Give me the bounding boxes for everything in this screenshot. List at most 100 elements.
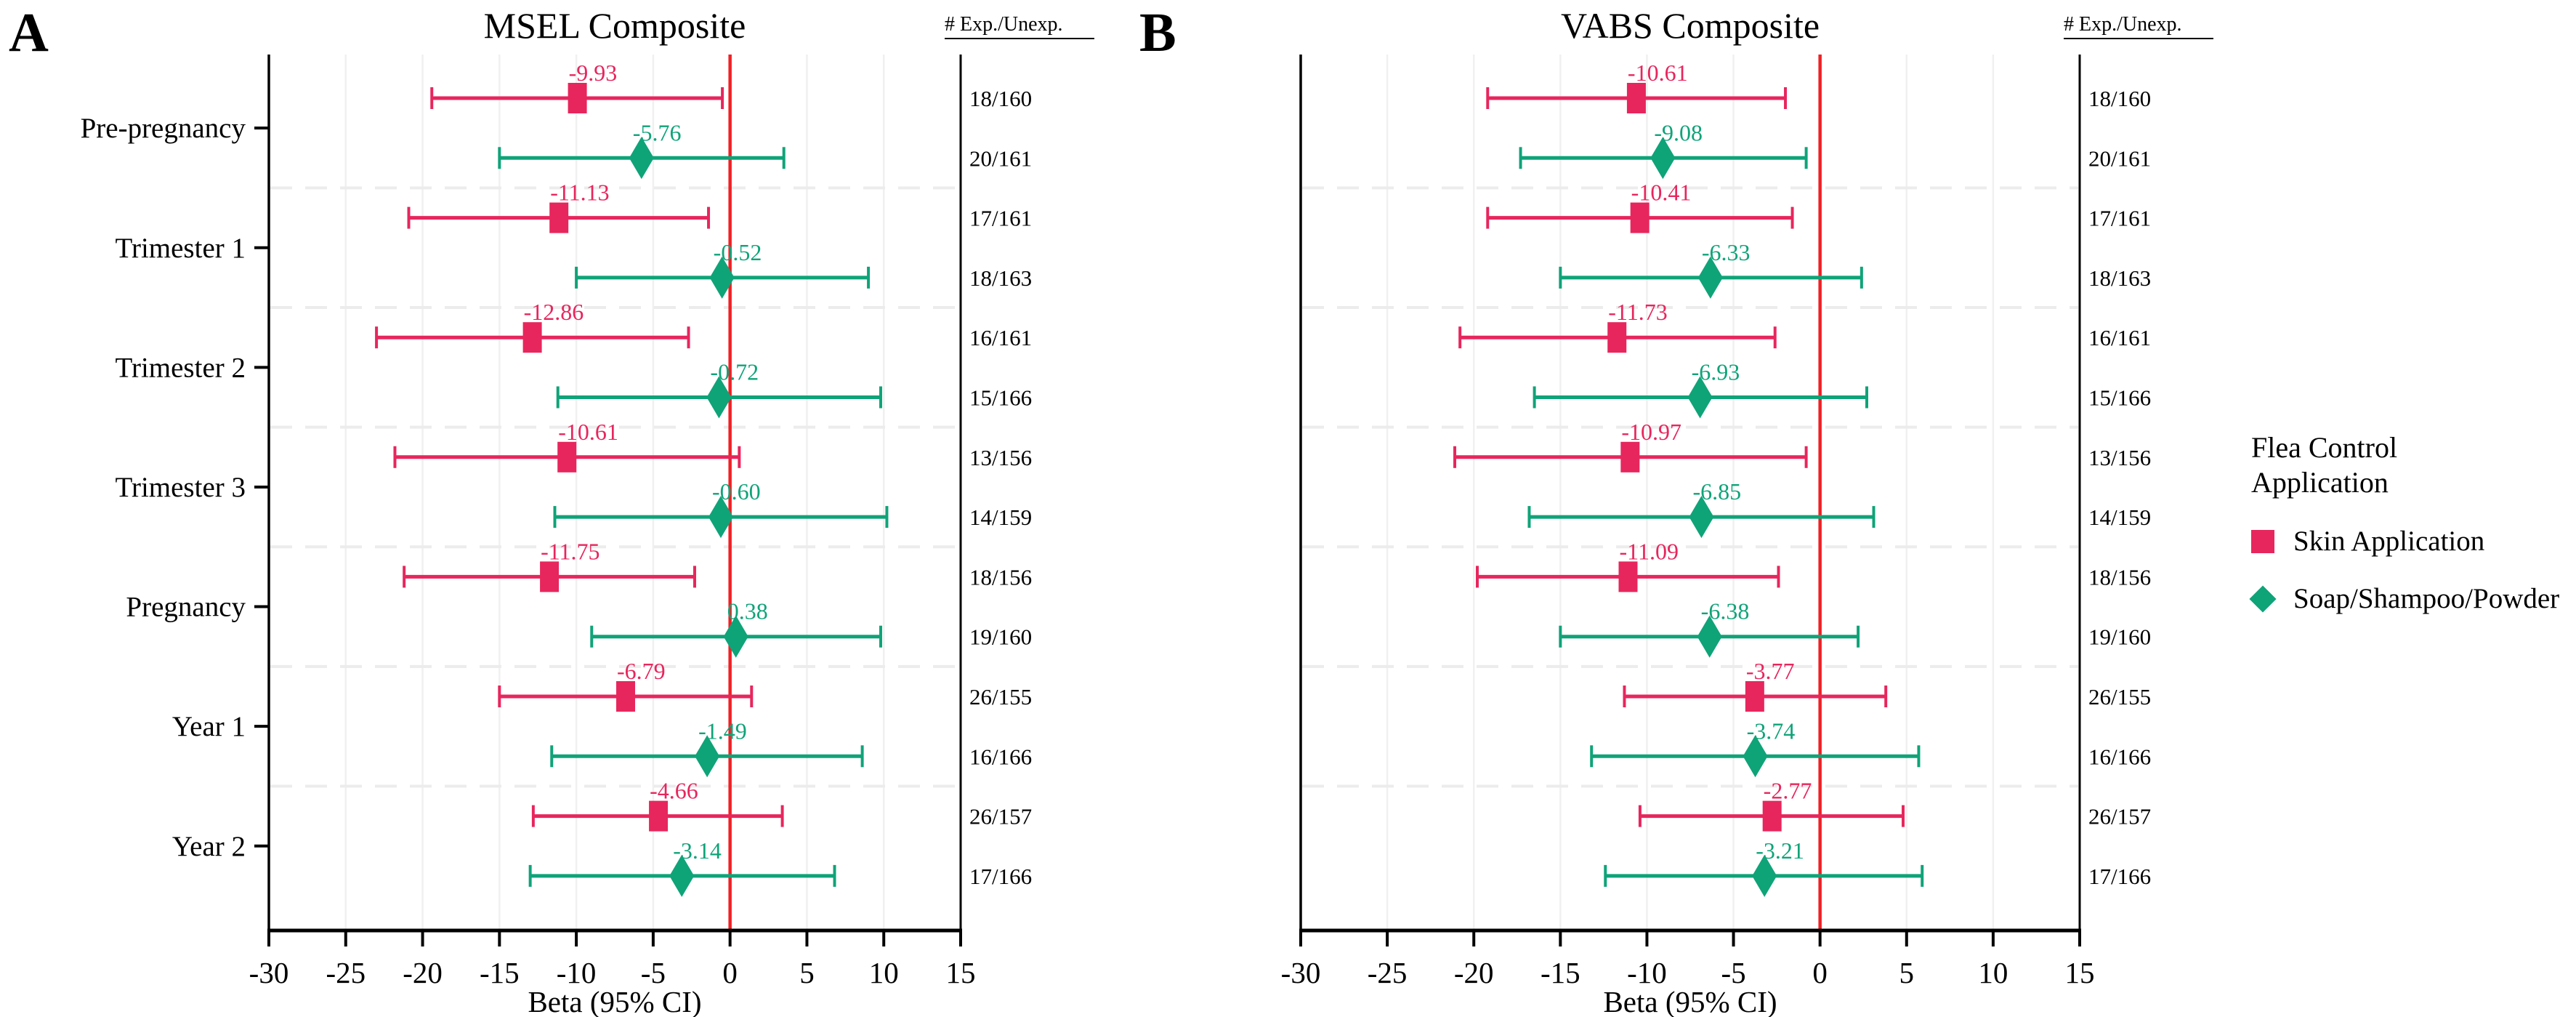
- beta-value-label: -6.38: [1701, 598, 1750, 624]
- exp-unexp-value: 14/159: [2088, 505, 2151, 530]
- beta-value-label: -3.21: [1756, 837, 1804, 864]
- beta-marker-square: [557, 441, 577, 473]
- x-axis-title: Beta (95% CI): [528, 985, 701, 1017]
- exp-unexp-value: 26/155: [2088, 684, 2151, 710]
- x-tick-label: -10: [557, 956, 597, 989]
- forest-row: 0.38 19/160: [590, 598, 1032, 658]
- forest-row: -6.79 26/155: [498, 658, 1032, 712]
- panel-label-a: A: [9, 2, 49, 63]
- exp-unexp-value: 19/160: [2088, 624, 2151, 650]
- exp-unexp-value: 18/163: [969, 265, 1032, 291]
- forest-row: -6.38 19/160: [1559, 598, 2151, 658]
- beta-value-label: -0.60: [712, 478, 761, 505]
- category-label: Trimester 1: [116, 233, 246, 264]
- exp-unexp-value: 15/166: [2088, 385, 2151, 411]
- beta-value-label: -6.79: [617, 658, 666, 684]
- x-tick-label: -5: [641, 956, 666, 989]
- beta-value-label: -10.41: [1631, 180, 1692, 206]
- beta-marker-diamond: [723, 615, 748, 658]
- x-tick-label: 0: [722, 956, 738, 989]
- exp-unexp-value: 15/166: [969, 385, 1032, 411]
- x-tick-label: 15: [946, 956, 976, 989]
- exp-unexp-value: 17/161: [2088, 206, 2151, 231]
- beta-marker-diamond: [1689, 496, 1714, 539]
- forest-row: -11.09 18/156: [1475, 538, 2151, 592]
- beta-marker-diamond: [695, 735, 720, 778]
- x-tick-label: 10: [1978, 956, 2008, 989]
- exp-unexp-value: 26/157: [2088, 804, 2151, 829]
- beta-marker-diamond: [1697, 256, 1723, 299]
- beta-value-label: -10.61: [558, 419, 618, 445]
- forest-plot-vabs: -30 -25 -20 -15 -10 -5 0 5 10 15 Beta (95% CI) VABS…: [1281, 5, 2213, 1017]
- beta-marker-diamond: [1743, 735, 1768, 778]
- forest-row: -1.49 16/166: [550, 717, 1032, 778]
- forest-row: -2.77 26/157: [1638, 778, 2151, 832]
- forest-row: -11.13 17/161: [407, 180, 1032, 233]
- x-tick-label: -30: [1281, 956, 1321, 989]
- exp-unexp-value: 13/156: [969, 445, 1032, 470]
- x-tick-label: -25: [326, 956, 366, 989]
- x-tick-label: 15: [2065, 956, 2095, 989]
- beta-marker-square: [1626, 83, 1646, 113]
- beta-marker-square: [1630, 202, 1650, 233]
- beta-marker-diamond: [1687, 376, 1713, 419]
- forest-row: -6.33 18/163: [1559, 239, 2151, 299]
- beta-marker-square: [549, 202, 569, 233]
- x-tick-label: -15: [480, 956, 520, 989]
- x-tick-label: -25: [1368, 956, 1408, 989]
- beta-marker-diamond: [709, 256, 735, 299]
- beta-marker-square: [522, 322, 542, 353]
- exp-unexp-value: 20/161: [2088, 145, 2151, 171]
- forest-row: -3.21 17/166: [1604, 837, 2151, 897]
- beta-marker-square: [616, 681, 636, 712]
- forest-row: -0.60 14/159: [553, 478, 1032, 539]
- panel-title: MSEL Composite: [484, 5, 746, 46]
- exp-unexp-value: 17/161: [969, 206, 1032, 231]
- beta-marker-square: [649, 800, 669, 832]
- beta-value-label: -6.33: [1702, 239, 1751, 265]
- exp-unexp-value: 18/156: [969, 564, 1032, 590]
- exp-unexp-value: 18/160: [969, 86, 1032, 111]
- beta-value-label: -12.86: [524, 299, 584, 325]
- forest-row: -3.74 16/166: [1590, 717, 2151, 778]
- forest-row: -3.14 17/166: [528, 837, 1032, 897]
- beta-value-label: -3.77: [1746, 658, 1795, 684]
- exp-unexp-header: # Exp./Unexp.: [2064, 13, 2182, 36]
- beta-marker-square: [540, 561, 560, 592]
- exp-unexp-value: 13/156: [2088, 445, 2151, 470]
- forest-row: -6.85 14/159: [1527, 478, 2151, 539]
- exp-unexp-value: 20/161: [969, 145, 1032, 171]
- x-tick-label: 5: [799, 956, 815, 989]
- legend-title: Flea Control Application: [2251, 431, 2398, 499]
- exp-unexp-value: 18/163: [2088, 265, 2151, 291]
- legend-item-label: Skin Application: [2293, 526, 2485, 557]
- x-tick-label: -10: [1627, 956, 1667, 989]
- beta-marker-square: [1618, 561, 1638, 592]
- x-tick-label: 0: [1812, 956, 1828, 989]
- exp-unexp-value: 16/161: [2088, 325, 2151, 350]
- forest-plot-msel: -30 -25 -20 -15 -10 -5 0 5 10 15 Beta (95% CI) MSEL…: [81, 5, 1094, 1017]
- x-tick-label: 10: [869, 956, 899, 989]
- x-tick-label: -15: [1541, 956, 1580, 989]
- beta-marker-square: [568, 83, 587, 113]
- forest-row: -11.73 16/161: [1458, 299, 2151, 353]
- legend-flea-control: Flea Control Application Skin Applicatio…: [2249, 430, 2559, 615]
- beta-marker-diamond: [669, 854, 695, 897]
- forest-row: -10.61 18/160: [1486, 60, 2151, 113]
- x-tick-label: 5: [1899, 956, 1915, 989]
- beta-value-label: -3.14: [673, 837, 722, 864]
- exp-unexp-value: 18/160: [2088, 86, 2151, 111]
- forest-row: -4.66 26/157: [531, 778, 1032, 832]
- beta-marker-diamond: [629, 137, 654, 180]
- exp-unexp-value: 17/166: [969, 864, 1032, 889]
- exp-unexp-value: 19/160: [969, 624, 1032, 650]
- panel-title: VABS Composite: [1561, 5, 1820, 46]
- exp-unexp-value: 26/157: [969, 804, 1032, 829]
- category-label: Pregnancy: [126, 592, 246, 623]
- beta-value-label: -0.72: [710, 359, 759, 385]
- forest-row: -12.86 16/161: [375, 299, 1032, 353]
- exp-unexp-value: 18/156: [2088, 564, 2151, 590]
- beta-marker-diamond: [1752, 854, 1777, 897]
- category-label: Year 1: [172, 711, 246, 742]
- x-tick-label: -20: [403, 956, 443, 989]
